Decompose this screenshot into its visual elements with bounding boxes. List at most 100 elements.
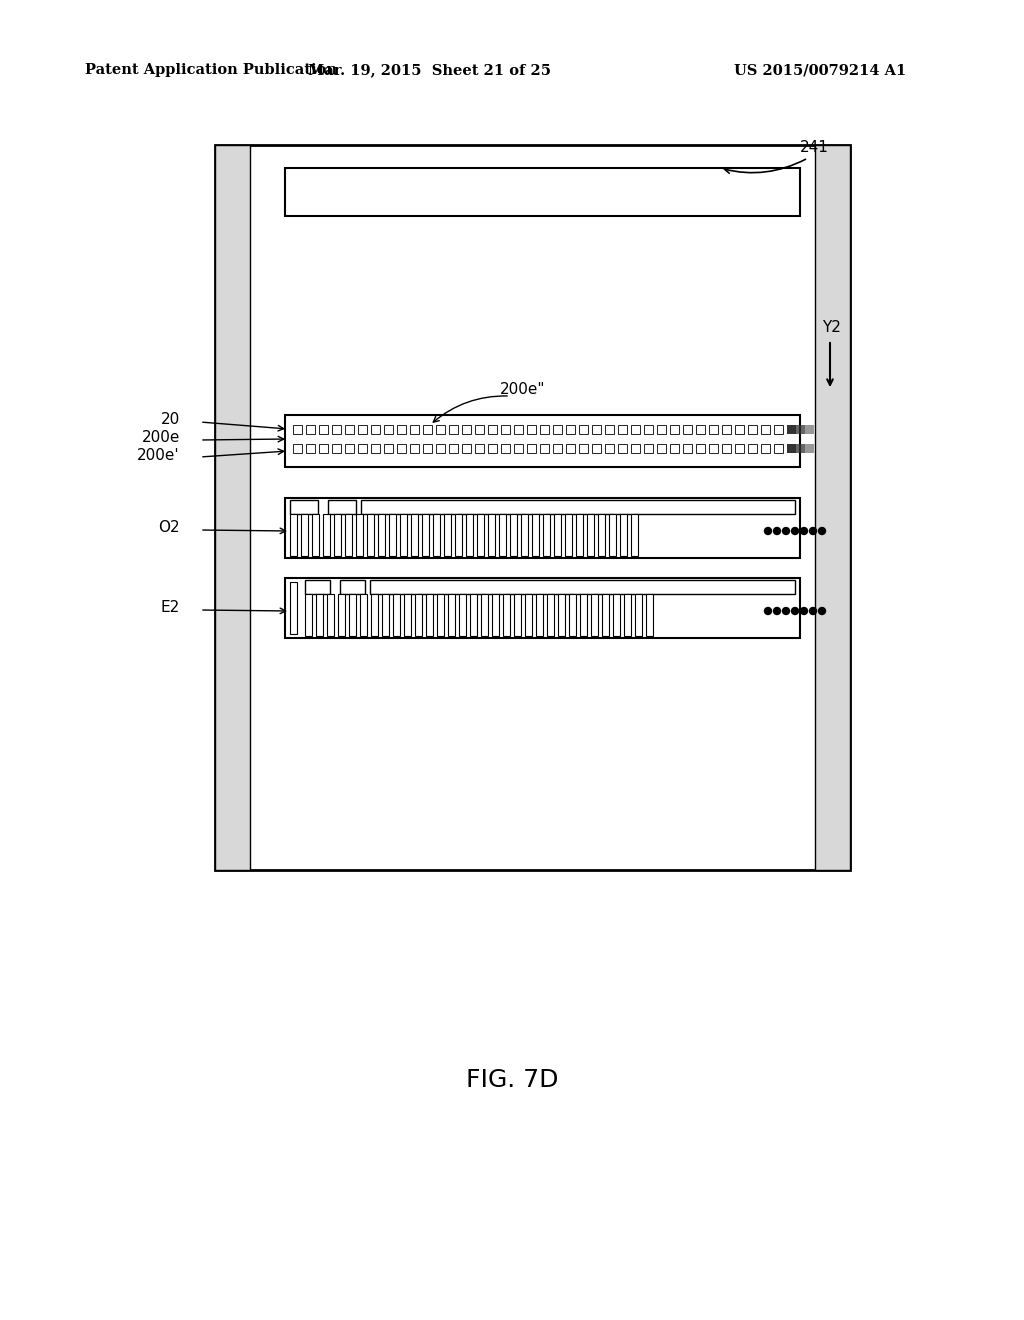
Bar — [488, 513, 495, 556]
Bar — [481, 594, 488, 636]
Bar — [635, 594, 642, 636]
Bar — [787, 425, 796, 433]
Bar — [323, 513, 330, 556]
Bar — [475, 444, 484, 453]
Bar — [683, 425, 692, 433]
Bar — [410, 444, 419, 453]
Bar — [602, 594, 609, 636]
Bar — [709, 425, 718, 433]
Bar — [709, 444, 718, 453]
Bar — [393, 594, 400, 636]
Bar — [618, 444, 627, 453]
Bar — [285, 578, 800, 638]
Bar — [290, 582, 297, 634]
Bar — [609, 513, 616, 556]
Text: 241: 241 — [800, 140, 828, 156]
Circle shape — [810, 528, 816, 535]
Bar — [566, 444, 575, 453]
Bar — [579, 444, 588, 453]
Bar — [805, 425, 814, 433]
Text: O2: O2 — [159, 520, 180, 536]
Bar — [543, 513, 550, 556]
Bar — [613, 594, 620, 636]
Bar — [761, 444, 770, 453]
Bar — [290, 500, 318, 513]
Bar — [569, 594, 575, 636]
Text: E2: E2 — [161, 601, 180, 615]
Bar — [815, 145, 850, 870]
Circle shape — [818, 607, 825, 615]
Bar — [525, 594, 532, 636]
Bar — [327, 594, 334, 636]
Bar — [644, 444, 653, 453]
Bar — [306, 444, 315, 453]
Bar — [624, 594, 631, 636]
Bar — [423, 444, 432, 453]
Bar — [503, 594, 510, 636]
Circle shape — [765, 607, 771, 615]
Bar — [644, 425, 653, 433]
Text: Mar. 19, 2015  Sheet 21 of 25: Mar. 19, 2015 Sheet 21 of 25 — [308, 63, 552, 77]
Bar — [400, 513, 407, 556]
Circle shape — [792, 607, 799, 615]
Bar — [371, 444, 380, 453]
Bar — [404, 594, 411, 636]
Bar — [514, 425, 523, 433]
Bar — [436, 425, 445, 433]
Bar — [536, 594, 543, 636]
Bar — [488, 444, 497, 453]
Bar — [361, 500, 795, 513]
Bar — [558, 594, 565, 636]
Bar — [475, 425, 484, 433]
Bar — [598, 513, 605, 556]
Bar — [527, 444, 536, 453]
Circle shape — [810, 607, 816, 615]
Bar — [319, 444, 328, 453]
Bar — [477, 513, 484, 556]
Bar — [345, 513, 352, 556]
Bar — [285, 414, 800, 467]
Bar — [631, 425, 640, 433]
Bar — [587, 513, 594, 556]
Bar — [462, 425, 471, 433]
Bar — [605, 444, 614, 453]
Bar — [575, 513, 583, 556]
Bar — [492, 594, 499, 636]
Bar — [367, 513, 374, 556]
Text: 200e': 200e' — [137, 447, 180, 462]
Bar — [466, 513, 473, 556]
Bar — [382, 594, 389, 636]
Bar — [306, 425, 315, 433]
Bar — [328, 500, 356, 513]
Bar — [215, 145, 850, 870]
Bar — [488, 425, 497, 433]
Bar — [774, 444, 783, 453]
Bar — [410, 425, 419, 433]
Bar — [360, 594, 367, 636]
Bar — [540, 425, 549, 433]
Bar — [285, 168, 800, 216]
Bar — [774, 425, 783, 433]
Bar — [580, 594, 587, 636]
Bar — [521, 513, 528, 556]
Bar — [358, 425, 367, 433]
Bar — [735, 444, 744, 453]
Bar — [532, 513, 539, 556]
Bar — [426, 594, 433, 636]
Bar — [397, 425, 406, 433]
Bar — [449, 594, 455, 636]
Bar — [305, 594, 312, 636]
Bar — [293, 444, 302, 453]
Bar — [301, 513, 308, 556]
Bar — [696, 425, 705, 433]
Bar — [433, 513, 440, 556]
Bar — [305, 579, 330, 594]
Bar — [591, 594, 598, 636]
Bar — [499, 513, 506, 556]
Circle shape — [782, 528, 790, 535]
Text: 200e: 200e — [141, 430, 180, 446]
Bar — [334, 513, 341, 556]
Bar — [620, 513, 627, 556]
Bar — [566, 425, 575, 433]
Bar — [356, 513, 362, 556]
